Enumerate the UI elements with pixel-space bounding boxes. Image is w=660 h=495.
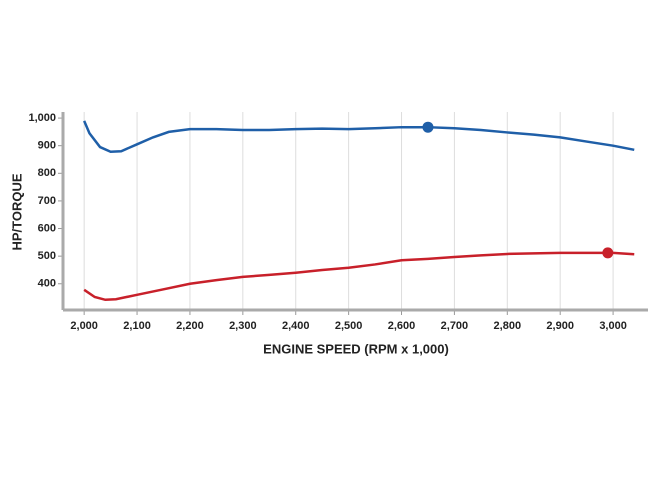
x-tick-label: 2,800: [494, 320, 522, 332]
x-tick-label: 2,900: [546, 320, 574, 332]
x-tick-label: 2,600: [388, 320, 416, 332]
peak-marker: [422, 121, 434, 133]
x-tick-label: 2,500: [335, 320, 363, 332]
y-tick-label: 400: [38, 278, 56, 290]
x-tick-label: 2,000: [70, 320, 98, 332]
x-tick-label: 2,300: [229, 320, 257, 332]
line: [83, 251, 635, 302]
y-axis-title: HP/TORQUE: [9, 173, 24, 250]
x-axis-title: ENGINE SPEED (RPM x 1,000): [263, 341, 449, 356]
y-tick-label: 700: [38, 195, 56, 207]
x-tick-label: 3,000: [599, 320, 627, 332]
y-tick-label: 600: [38, 222, 56, 234]
y-tick-label: 900: [38, 140, 56, 152]
y-tick-label: 500: [38, 250, 56, 262]
y-tick-label: 1,000: [28, 112, 56, 124]
y-tick-label: 800: [38, 167, 56, 179]
x-tick-label: 2,700: [441, 320, 469, 332]
x-tick-label: 2,100: [123, 320, 151, 332]
x-tick-label: 2,400: [282, 320, 310, 332]
line: [83, 120, 635, 154]
peak-marker: [602, 247, 614, 259]
x-tick-label: 2,200: [176, 320, 204, 332]
